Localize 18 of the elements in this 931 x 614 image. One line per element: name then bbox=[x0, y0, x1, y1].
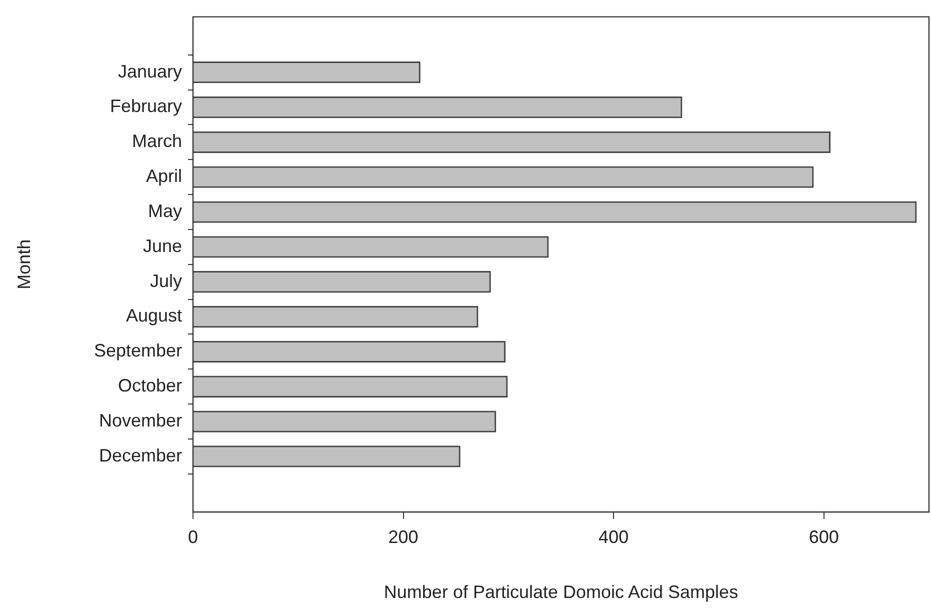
y-tick-label: January bbox=[118, 61, 182, 82]
y-tick-label: November bbox=[98, 410, 182, 430]
y-tick-label: June bbox=[142, 236, 182, 256]
y-tick-label: July bbox=[150, 270, 182, 291]
y-tick-label: February bbox=[110, 96, 182, 116]
y-tick-label: September bbox=[94, 340, 182, 361]
x-tick-label: 400 bbox=[598, 526, 629, 547]
y-tick-label: August bbox=[126, 306, 182, 326]
x-tick-label: 600 bbox=[808, 526, 839, 547]
x-axis-title: Number of Particulate Domoic Acid Samples bbox=[384, 582, 738, 602]
y-tick-label: May bbox=[148, 200, 182, 221]
y-axis-title: Month bbox=[14, 239, 34, 290]
x-tick-label: 0 bbox=[188, 526, 198, 547]
x-tick-label: 200 bbox=[388, 526, 418, 547]
y-tick-label: April bbox=[146, 166, 182, 186]
y-tick-label: March bbox=[132, 131, 182, 152]
y-tick-label: December bbox=[98, 445, 182, 466]
y-tick-label: October bbox=[118, 376, 182, 396]
